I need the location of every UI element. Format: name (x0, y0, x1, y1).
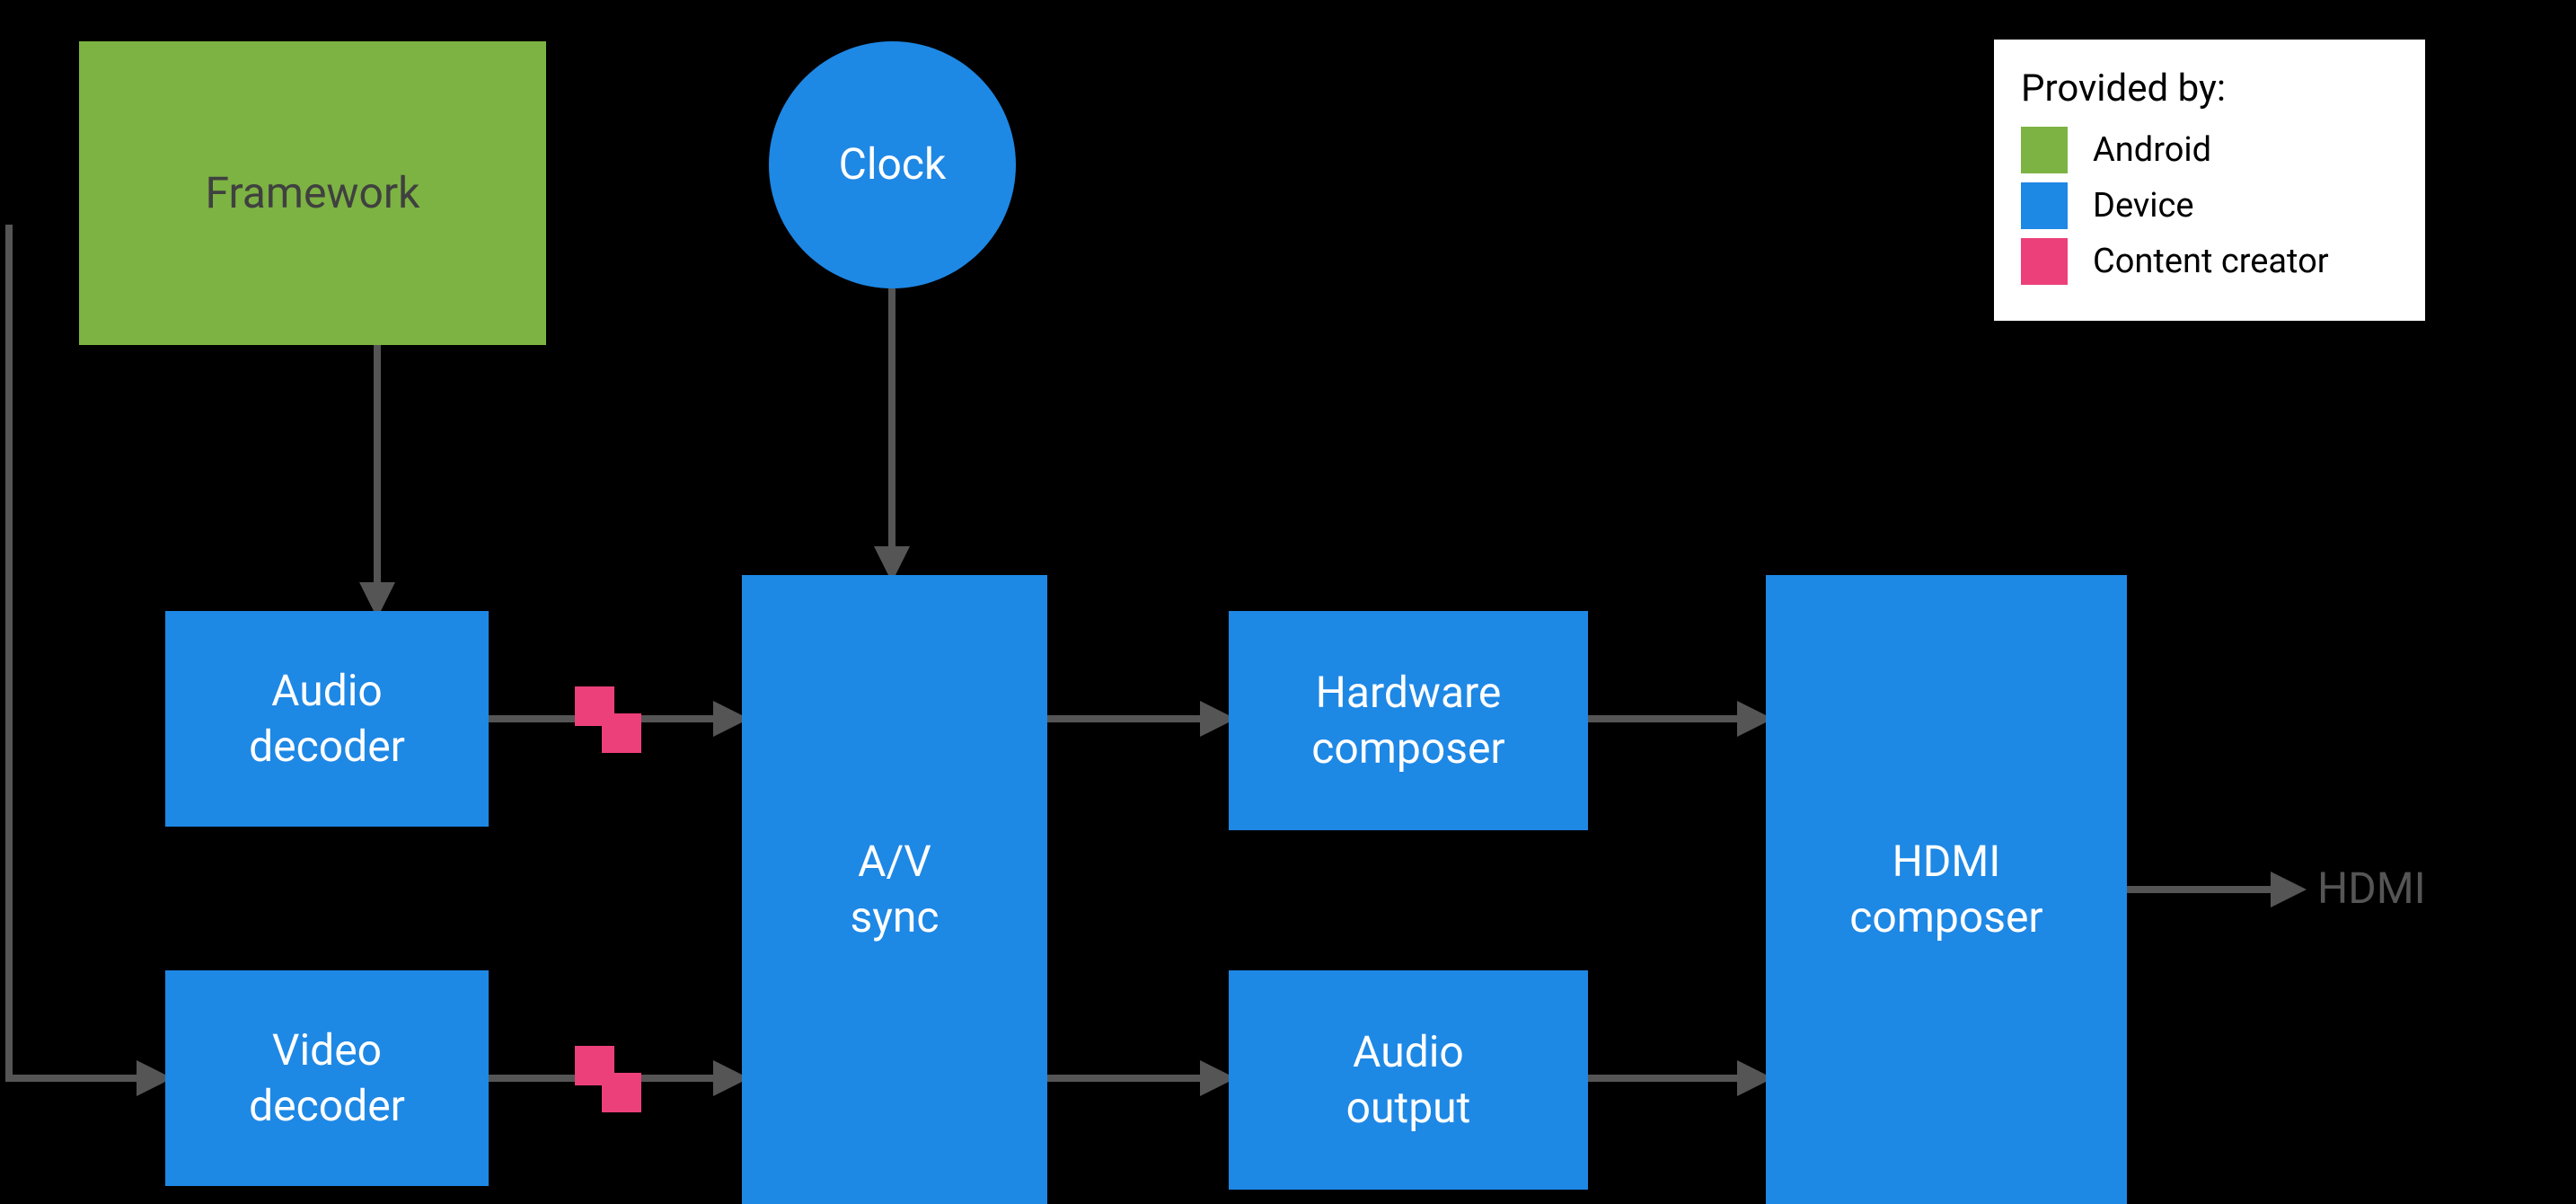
legend-swatch (2021, 238, 2068, 285)
node-audio_decoder: Audiodecoder (165, 611, 489, 827)
connector-conn_video (575, 1046, 647, 1118)
legend-box: Provided by: Android Device Content creato… (1994, 40, 2425, 321)
legend-title: Provided by: (2021, 66, 2389, 111)
node-label: HDMIcomposer (1849, 834, 2042, 946)
legend-item: Android (2021, 127, 2389, 173)
legend-label: Android (2093, 130, 2211, 170)
legend-label: Device (2093, 186, 2194, 226)
node-hdmi_composer: HDMIcomposer (1766, 575, 2127, 1204)
legend-label: Content creator (2093, 242, 2329, 281)
legend-item: Content creator (2021, 238, 2389, 285)
node-label: Framework (206, 165, 420, 221)
node-audio_output: Audiooutput (1229, 970, 1588, 1190)
node-label: A/Vsync (850, 834, 939, 946)
node-label: Hardwarecomposer (1311, 665, 1504, 777)
node-clock: Clock (769, 41, 1016, 288)
node-av_sync: A/Vsync (742, 575, 1047, 1204)
connector-conn_audio (575, 686, 647, 758)
node-label: Audiooutput (1346, 1024, 1471, 1137)
edge-root-to-video_decoder (9, 225, 165, 1078)
node-label: Clock (839, 137, 947, 192)
legend-swatch (2021, 127, 2068, 173)
legend-item: Device (2021, 182, 2389, 229)
output-label: HDMI (2317, 863, 2426, 914)
node-label: Audiodecoder (249, 663, 405, 775)
legend-items: Android Device Content creator (2021, 127, 2389, 285)
node-label: Videodecoder (249, 1023, 405, 1135)
node-hw_composer: Hardwarecomposer (1229, 611, 1588, 830)
legend-swatch (2021, 182, 2068, 229)
node-video_decoder: Videodecoder (165, 970, 489, 1186)
node-framework: Framework (79, 41, 546, 345)
